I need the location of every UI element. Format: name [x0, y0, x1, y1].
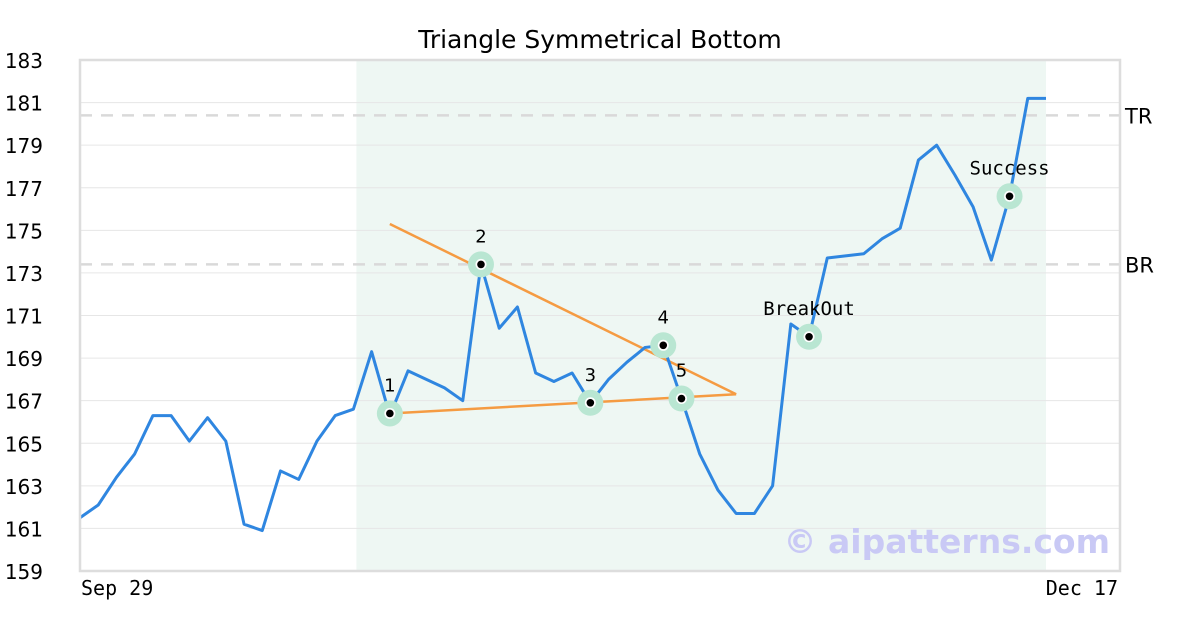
price-line — [79, 96, 1046, 533]
upper-trendline — [389, 222, 737, 396]
y-tick-label: 161 — [5, 517, 43, 541]
y-tick-label: 167 — [5, 390, 43, 414]
y-tick-label: 171 — [5, 305, 43, 329]
marker-label-2: 2 — [475, 226, 486, 247]
marker-label-3: 3 — [585, 365, 596, 386]
marker-dot-5 — [677, 394, 686, 403]
watermark: © aipatterns.com — [784, 522, 1110, 561]
y-tick-label: 159 — [5, 560, 43, 584]
y-tick-label: 173 — [5, 262, 43, 286]
marker-label-5: 5 — [676, 361, 687, 382]
y-tick-label: 165 — [5, 432, 43, 456]
marker-label-success: Success — [970, 157, 1050, 179]
reference-label-tr: TR — [1124, 104, 1152, 128]
x-tick-label: Dec 17 — [1046, 576, 1118, 600]
x-tick-label: Sep 29 — [81, 576, 153, 600]
chart-title: Triangle Symmetrical Bottom — [417, 25, 782, 54]
marker-dot-success — [1005, 192, 1014, 201]
y-tick-label: 179 — [5, 134, 43, 158]
marker-dot-3 — [586, 398, 595, 407]
marker-dot-1 — [386, 409, 394, 418]
marker-label-1: 1 — [384, 375, 395, 396]
marker-label-breakout: BreakOut — [763, 298, 855, 320]
y-tick-label: 181 — [5, 92, 43, 116]
marker-dot-4 — [659, 341, 668, 350]
y-tick-label: 169 — [5, 347, 43, 371]
y-tick-label: 177 — [5, 177, 43, 201]
marker-label-4: 4 — [658, 307, 669, 328]
plot-frame — [78, 58, 1122, 573]
y-tick-label: 175 — [5, 219, 43, 243]
y-tick-label: 183 — [5, 49, 43, 73]
reference-label-br: BR — [1125, 253, 1154, 277]
marker-dot-breakout — [805, 332, 813, 341]
marker-dot-2 — [477, 260, 485, 269]
y-tick-label: 163 — [5, 475, 43, 499]
